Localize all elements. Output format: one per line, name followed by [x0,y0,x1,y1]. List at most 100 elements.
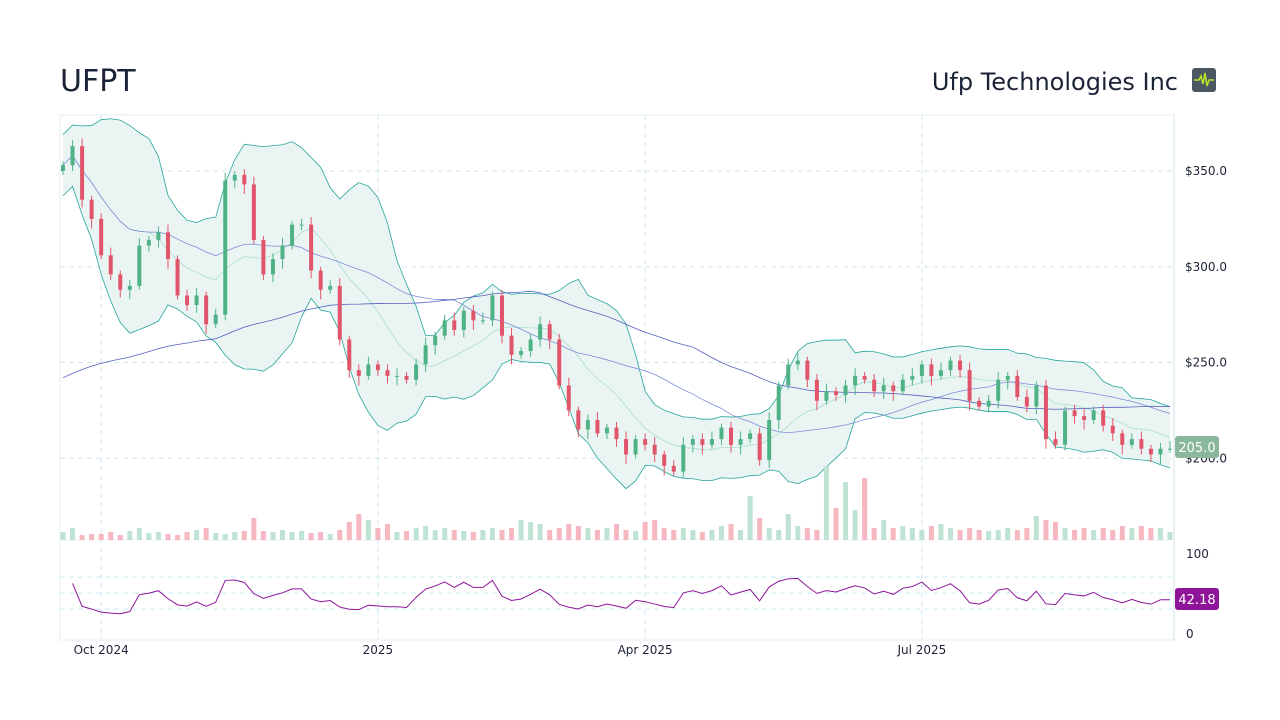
last-price-badge [1175,436,1219,458]
candle-body [814,379,819,401]
candle-body [900,379,905,392]
candle-body [1063,410,1068,445]
candle-body [948,360,953,371]
candle-body [853,375,858,386]
candle-body [156,232,161,240]
volume-bar [423,526,429,540]
date-tick-label: Jul 2025 [896,643,946,657]
volume-bar [718,526,724,540]
volume-bar [709,530,715,540]
candle-body [318,270,323,290]
candle-body [557,339,562,386]
volume-bar [251,518,257,540]
candle-body [967,370,972,401]
volume-bar [518,520,524,540]
volume-bar [537,524,543,540]
volume-bar [738,530,744,540]
candle-body [958,360,963,371]
volume-bar [203,528,209,540]
candle-body [633,439,638,455]
volume-bar [136,528,142,540]
volume-bar [404,531,410,540]
rsi-tick-label: 0 [1186,627,1194,641]
candle-body [528,339,533,352]
volume-bar [346,522,352,540]
bollinger-upper [62,118,1171,420]
candle-body [1091,410,1096,420]
volume-bar [1138,526,1144,540]
volume-bar [89,534,95,540]
volume-bar [1024,528,1030,540]
volume-bar [967,528,973,540]
candle-body [576,410,581,430]
volume-bar [1072,530,1078,540]
volume-bar [327,534,333,540]
volume-bar [833,508,839,540]
volume-bar [1100,528,1106,540]
candle-body [624,439,629,455]
candle-body [175,259,180,296]
volume-bar [1062,528,1068,540]
candle-body [165,232,170,260]
candle-body [1082,416,1087,420]
candle-body [881,385,886,392]
candle-body [595,419,600,434]
candle-body [824,391,829,401]
candle-body [833,391,838,396]
candle-body [986,400,991,407]
volume-bar [699,532,705,540]
volume-bar [938,524,944,540]
volume-bar [594,530,600,540]
candle-body [748,433,753,440]
candle-body [719,427,724,440]
candle-body [1148,448,1153,455]
volume-bar [547,530,553,540]
candle-body [547,324,552,340]
volume-bar [585,528,591,540]
rsi-line [72,577,1170,615]
volume-bar [900,526,906,540]
volume-bar [661,528,667,540]
candle-body [442,320,447,336]
volume-bar [470,532,476,540]
candle-body [185,295,190,306]
candle-body [786,364,791,386]
volume-bar [909,528,915,540]
volume-bar [194,530,200,540]
volume-bar [671,530,677,540]
volume-bar [413,528,419,540]
volume-bar [614,524,619,540]
volume-bar [279,530,285,540]
volume-bar [1148,528,1154,540]
volume-bar [70,528,76,540]
volume-bar [623,530,629,540]
volume-bar [117,535,123,540]
candle-body [452,320,457,330]
volume-bar [232,532,238,540]
volume-bar [79,535,85,540]
candle-body [738,439,743,445]
candle-body [566,385,571,411]
candle-body [700,439,705,445]
candle-body [461,310,466,330]
candle-body [709,439,714,445]
candle-body [929,364,934,376]
candle-body [1043,385,1048,440]
candle-body [1120,433,1125,445]
candle-body [1139,439,1144,449]
volume-bar [241,531,247,540]
volume-bar [213,533,219,540]
candle-body [681,444,686,472]
sma-short-line [62,155,1171,434]
volume-bar [175,535,181,540]
volume-bar [442,528,448,540]
date-tick-label: 2025 [363,643,394,657]
candle-body [509,335,514,355]
volume-bar [690,530,696,540]
candle-body [70,146,75,166]
volume-bar [814,530,820,540]
volume-bar [461,531,467,540]
volume-bar [633,531,639,540]
candle-body [1024,396,1029,407]
